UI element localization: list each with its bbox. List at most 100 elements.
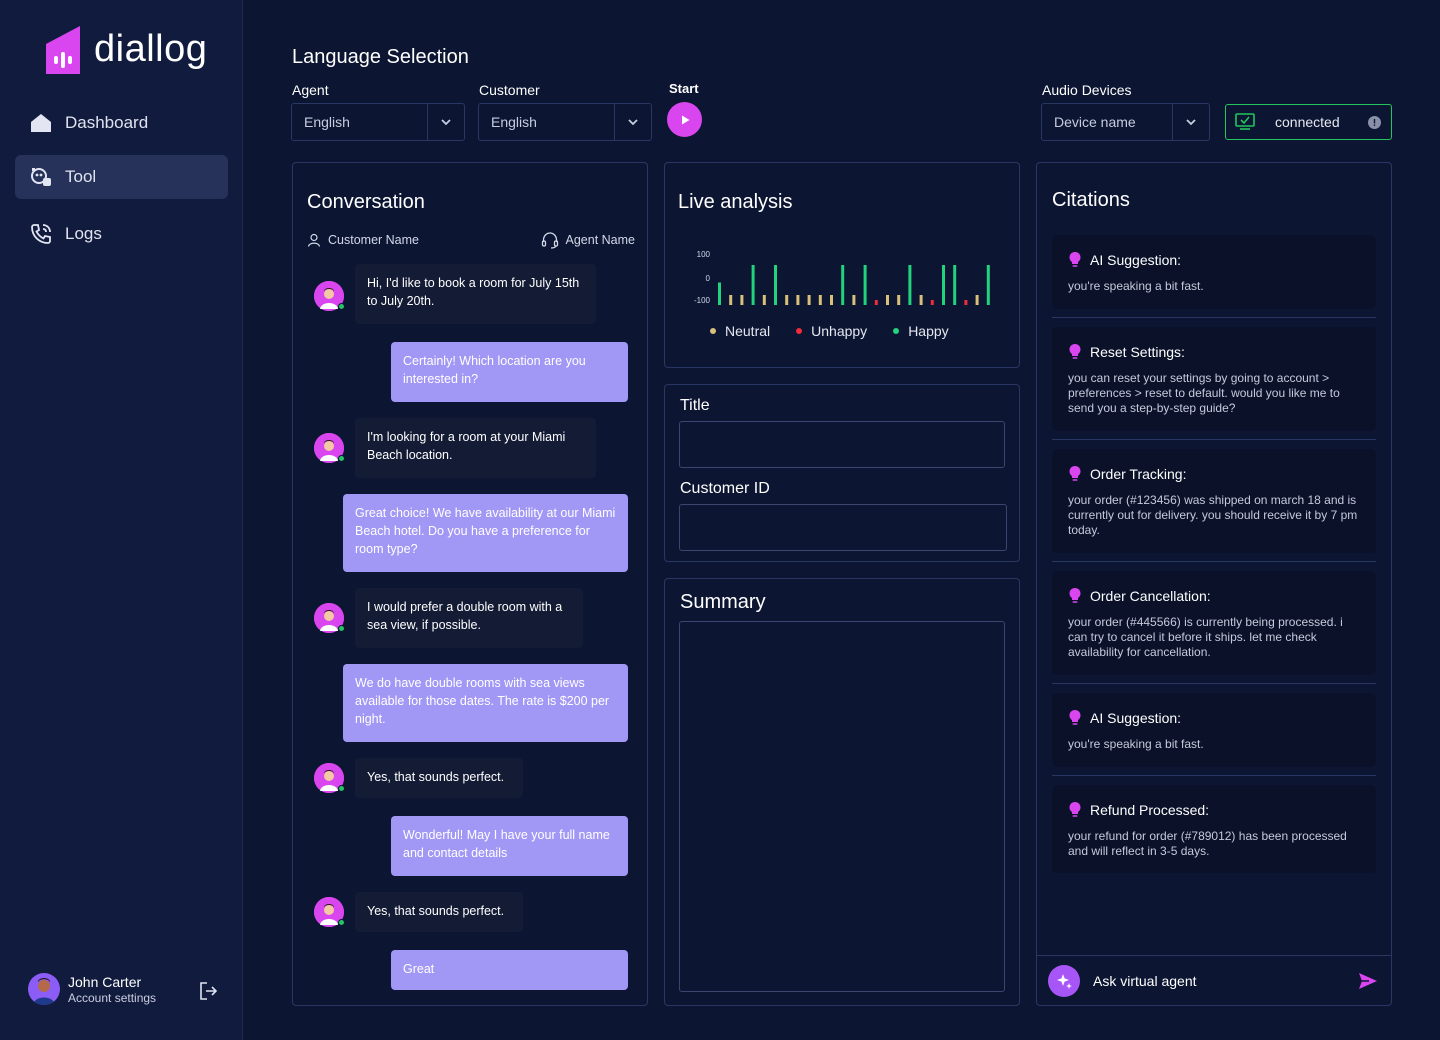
ask-virtual-agent-input[interactable]: Ask virtual agent (1093, 972, 1197, 989)
citations-title: Citations (1052, 189, 1130, 211)
citation-card[interactable]: Refund Processed: your refund for order … (1052, 785, 1376, 873)
live-analysis-title: Live analysis (678, 191, 793, 213)
sentiment-bar-chart: 100 0 -100 (694, 250, 990, 305)
sentiment-bar-neutral (785, 295, 789, 305)
customer-language-select[interactable]: English (478, 103, 652, 141)
customer-id-label: Customer ID (680, 480, 770, 497)
logout-icon[interactable] (198, 981, 218, 1001)
customer-avatar (314, 433, 345, 463)
citation-card[interactable]: AI Suggestion: you're speaking a bit fas… (1052, 693, 1376, 767)
conversation-participants: Customer Name Agent Name (307, 231, 635, 249)
citation-heading: Refund Processed: (1090, 802, 1210, 818)
citation-body: you can reset your settings by going to … (1068, 371, 1340, 415)
lightbulb-icon (1069, 344, 1081, 359)
y-tick-label: 0 (706, 274, 711, 283)
divider (1052, 561, 1376, 562)
sentiment-bar-neutral (729, 295, 733, 305)
send-icon[interactable] (1357, 970, 1379, 992)
y-tick-label: -100 (694, 296, 711, 305)
audio-device-select[interactable]: Device name (1041, 103, 1210, 141)
customer-name: Customer Name (328, 233, 419, 247)
legend-happy: Happy (893, 323, 949, 339)
sentiment-bar-neutral (807, 295, 811, 305)
lightbulb-icon (1069, 252, 1081, 267)
agent-name: Agent Name (565, 233, 635, 247)
summary-title: Summary (680, 591, 766, 613)
select-value: English (491, 114, 537, 130)
select-value: Device name (1054, 114, 1136, 130)
customer-avatar (314, 897, 345, 927)
home-icon (29, 111, 53, 135)
citation-card[interactable]: Order Cancellation: your order (#445566)… (1052, 571, 1376, 675)
customer-message: I'm looking for a room at your Miami Bea… (355, 418, 596, 478)
customer-message: Hi, I'd like to book a room for July 15t… (355, 264, 596, 324)
citation-body: your order (#123456) was shipped on marc… (1068, 493, 1358, 537)
sidebar-item-dashboard[interactable]: Dashboard (15, 101, 228, 145)
sentiment-bar-neutral (852, 295, 856, 305)
sidebar-item-label: Dashboard (65, 113, 149, 132)
divider (1052, 775, 1376, 776)
agent-language-select[interactable]: English (291, 103, 465, 141)
sentiment-bar-neutral (740, 295, 744, 305)
citation-heading: Order Cancellation: (1090, 588, 1211, 604)
citation-body: you're speaking a bit fast. (1068, 279, 1204, 293)
phone-call-icon (29, 222, 53, 246)
headset-icon (541, 232, 558, 249)
chevron-down-icon (427, 104, 464, 140)
citation-heading: AI Suggestion: (1090, 252, 1182, 268)
online-status-dot (338, 625, 345, 632)
sidebar: diallog Dashboard Tool Logs John Carter … (0, 0, 243, 1040)
chart-legend: Neutral Unhappy Happy (710, 323, 949, 339)
info-icon[interactable] (1368, 115, 1381, 129)
start-button[interactable] (667, 102, 702, 137)
divider (1052, 317, 1376, 318)
sentiment-bar-neutral (762, 295, 766, 305)
lightbulb-icon (1069, 588, 1081, 603)
live-analysis-panel: Live analysis 100 0 -100 Neutral Unhappy H… (664, 162, 1020, 368)
customer-message: Yes, that sounds perfect. (355, 758, 523, 798)
citation-body: your order (#445566) is currently being … (1068, 615, 1343, 659)
account-settings-link[interactable]: Account settings (68, 990, 157, 1005)
sentiment-bar-happy (942, 265, 945, 305)
connection-status-text: connected (1275, 114, 1340, 130)
connection-status[interactable]: connected (1225, 104, 1392, 140)
sentiment-bar-happy (908, 265, 912, 305)
citation-card[interactable]: Reset Settings: you can reset your setti… (1052, 327, 1376, 431)
user-profile[interactable]: John Carter Account settings (28, 973, 218, 1005)
sentiment-bar-happy (751, 265, 755, 305)
chevron-down-icon (1172, 104, 1209, 140)
sidebar-item-logs[interactable]: Logs (15, 212, 228, 256)
citation-heading: AI Suggestion: (1090, 710, 1182, 726)
legend-neutral: Neutral (710, 323, 770, 339)
citation-card[interactable]: AI Suggestion: you're speaking a bit fas… (1052, 235, 1376, 309)
agent-message: We do have double rooms with sea views a… (343, 664, 628, 742)
user-icon (307, 233, 321, 247)
sidebar-item-tool[interactable]: Tool (15, 155, 228, 199)
sentiment-bar-happy (774, 265, 777, 305)
title-input[interactable] (679, 421, 1005, 468)
citation-card[interactable]: Order Tracking: your order (#123456) was… (1052, 449, 1376, 553)
citation-body: you're speaking a bit fast. (1068, 737, 1204, 751)
summary-textarea[interactable] (679, 621, 1005, 992)
details-panel: Title Customer ID (664, 384, 1020, 562)
agent-message: Certainly! Which location are you intere… (391, 342, 628, 402)
sentiment-bar-unhappy (930, 300, 934, 305)
monitor-check-icon (1235, 113, 1255, 131)
customer-avatar (314, 281, 345, 311)
summary-panel: Summary (664, 578, 1020, 1006)
agent-message: Great (391, 950, 628, 990)
sentiment-bar-happy (718, 282, 721, 305)
tool-robot-icon (29, 165, 53, 189)
online-status-dot (338, 785, 345, 792)
citation-body: your refund for order (#789012) has been… (1068, 829, 1347, 858)
ask-virtual-agent-bar[interactable]: Ask virtual agent (1037, 955, 1391, 1005)
conversation-title: Conversation (307, 191, 425, 213)
customer-id-input[interactable] (679, 504, 1007, 551)
sentiment-bar-neutral (830, 295, 833, 305)
page-title: Language Selection (292, 46, 469, 68)
brand-logo[interactable]: diallog (44, 24, 207, 74)
brand-name: diallog (94, 27, 208, 70)
lightbulb-icon (1069, 802, 1081, 817)
customer-avatar (314, 603, 345, 633)
chevron-down-icon (614, 104, 651, 140)
